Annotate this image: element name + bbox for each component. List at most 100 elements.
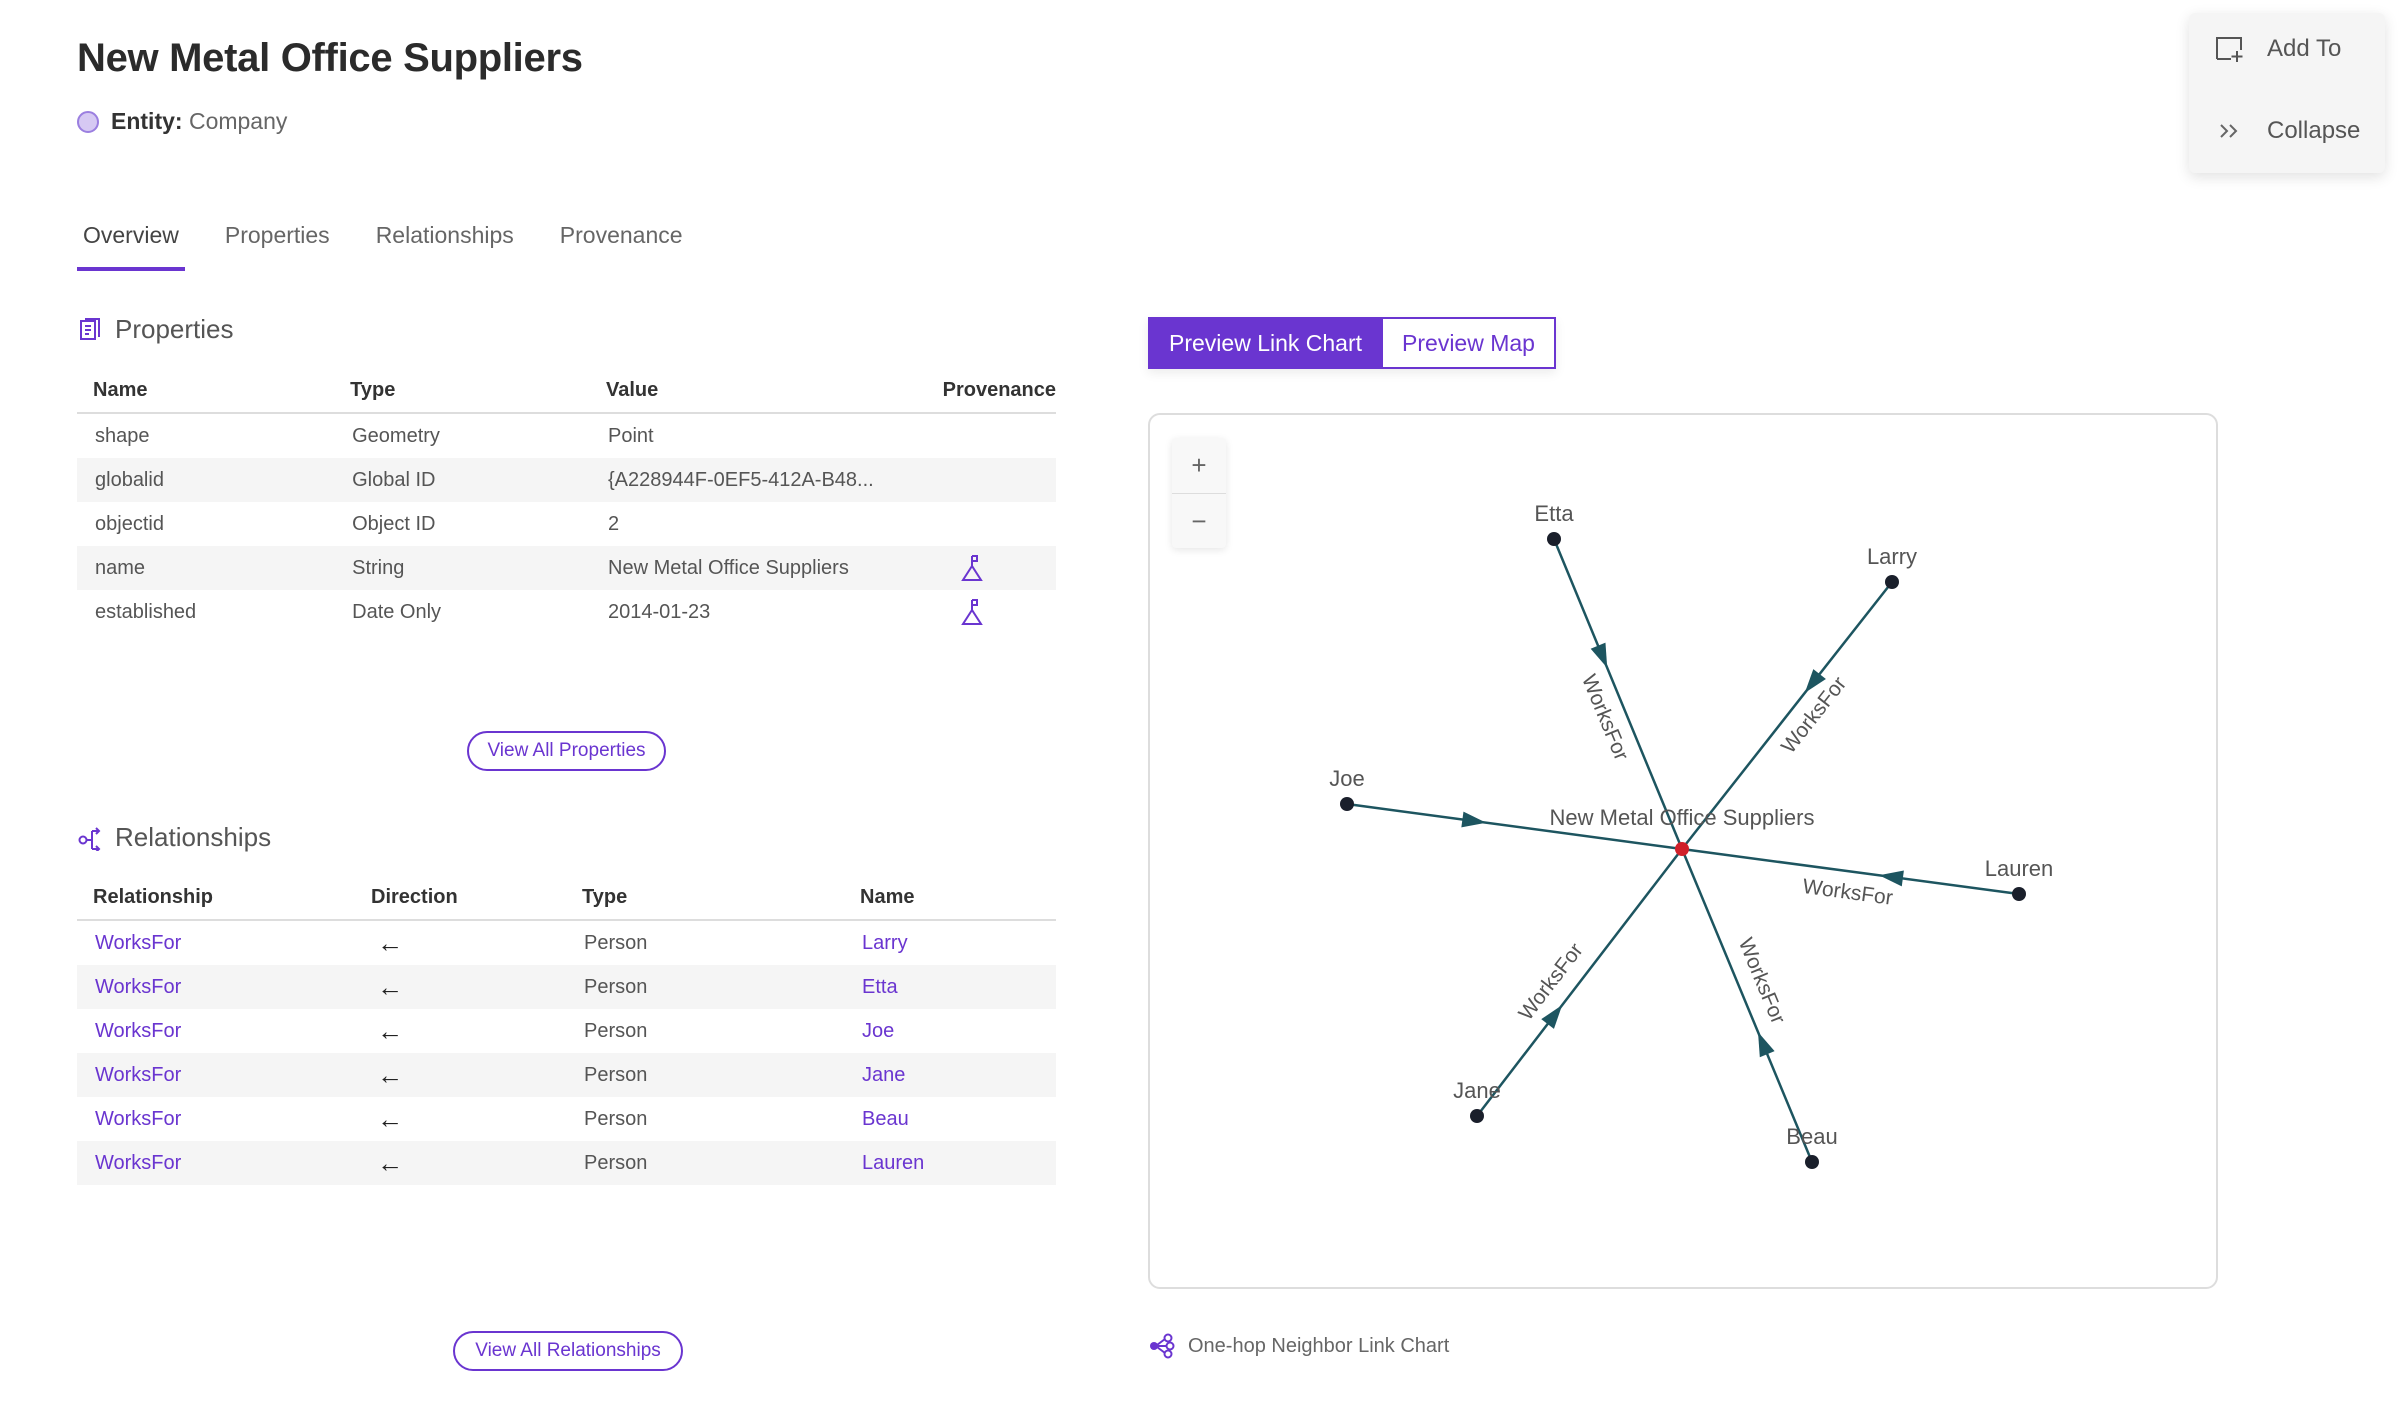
node-beau[interactable]: [1805, 1155, 1819, 1169]
relationship-type: Person: [584, 1019, 648, 1042]
tab-bar: Overview Properties Relationships Proven…: [77, 222, 723, 271]
property-row: shape Geometry Point: [77, 413, 1056, 458]
col-type: Type: [334, 368, 590, 414]
edge-beau[interactable]: [1680, 848, 1814, 1163]
node-center[interactable]: [1675, 842, 1689, 856]
col-type: Type: [566, 875, 844, 921]
property-type: Global ID: [334, 458, 590, 502]
property-type: String: [334, 546, 590, 590]
link-chart-caption: One-hop Neighbor Link Chart: [1148, 1332, 1449, 1360]
edge-lauren[interactable]: [1681, 847, 2020, 896]
properties-section-header: Properties: [77, 314, 234, 345]
property-provenance: [926, 546, 1056, 590]
relationship-relationship[interactable]: WorksFor: [77, 965, 355, 1009]
relationship-relationship[interactable]: WorksFor: [95, 931, 182, 954]
property-type: Date Only: [352, 600, 442, 623]
property-row: globalid Global ID {A228944F-0EF5-412A-B48…: [77, 458, 1056, 502]
relationship-relationship[interactable]: WorksFor: [95, 1019, 182, 1042]
relationship-row: WorksFor ← Person Beau: [77, 1097, 1056, 1141]
property-value: 2: [608, 512, 620, 535]
view-all-relationships-button[interactable]: View All Relationships: [453, 1331, 683, 1371]
edge-jane[interactable]: [1476, 848, 1683, 1117]
relationship-type: Person: [566, 1141, 844, 1185]
property-name: name: [77, 546, 335, 590]
properties-title: Properties: [115, 314, 234, 344]
relationship-direction: ←: [355, 1053, 566, 1097]
edge-arrow-lauren: [1879, 870, 1904, 887]
view-all-properties-button[interactable]: View All Properties: [467, 731, 666, 771]
edge-label: WorksFor: [1577, 671, 1633, 764]
relationship-name[interactable]: Jane: [844, 1053, 1056, 1097]
relationship-name[interactable]: Beau: [862, 1107, 909, 1130]
relationships-title: Relationships: [115, 822, 272, 852]
relationship-name[interactable]: Joe: [862, 1019, 895, 1042]
relationship-row: WorksFor ← Person Etta: [77, 965, 1056, 1009]
preview-toggle: Preview Link Chart Preview Map: [1148, 317, 1556, 369]
node-joe[interactable]: [1340, 797, 1354, 811]
edge-etta[interactable]: [1552, 538, 1684, 850]
relationship-name[interactable]: Lauren: [844, 1141, 1056, 1185]
add-to-button[interactable]: Add To: [2215, 35, 2341, 63]
link-chart-icon: [1150, 1333, 1175, 1359]
add-to-icon: [2216, 37, 2243, 62]
tab-relationships[interactable]: Relationships: [375, 222, 514, 248]
col-name: Name: [77, 368, 335, 414]
collapse-label: Collapse: [2267, 117, 2361, 144]
side-action-panel: Add To Collapse: [2189, 13, 2385, 173]
edge-joe[interactable]: [1346, 802, 1683, 851]
relationship-row: WorksFor ← Person Jane: [77, 1053, 1056, 1097]
node-etta[interactable]: [1547, 532, 1561, 546]
provenance-flag-icon[interactable]: [959, 598, 985, 626]
edge-arrow-larry: [1804, 669, 1826, 693]
property-row: established Date Only 2014-01-23: [77, 590, 1056, 634]
relationships-icon: [78, 826, 101, 851]
property-value: New Metal Office Suppliers: [590, 546, 927, 590]
relationships-section-header: Relationships: [77, 822, 271, 853]
property-type: Geometry: [352, 424, 440, 447]
property-row: name String New Metal Office Suppliers: [77, 546, 1056, 590]
preview-link-chart-button[interactable]: Preview Link Chart: [1148, 317, 1384, 369]
entity-label: Entity:: [111, 108, 183, 134]
relationship-row: WorksFor ← Person Lauren: [77, 1141, 1056, 1185]
node-lauren[interactable]: [2012, 887, 2026, 901]
property-value: {A228944F-0EF5-412A-B48...: [590, 458, 927, 502]
link-chart-canvas[interactable]: [1148, 413, 2218, 1289]
relationship-relationship[interactable]: WorksFor: [77, 1053, 355, 1097]
col-direction: Direction: [355, 875, 566, 921]
preview-map-button[interactable]: Preview Map: [1383, 317, 1556, 369]
zoom-out-button[interactable]: −: [1191, 506, 1207, 536]
relationship-relationship[interactable]: WorksFor: [77, 1141, 355, 1185]
entity-value: Company: [188, 108, 288, 134]
relationship-direction: ←: [377, 1103, 403, 1134]
zoom-in-button[interactable]: +: [1172, 438, 1226, 494]
edge-arrow-etta: [1590, 642, 1608, 668]
tab-overview[interactable]: Overview: [77, 222, 185, 271]
relationship-name[interactable]: Larry: [862, 931, 908, 954]
edge-larry[interactable]: [1681, 581, 1893, 850]
node-jane[interactable]: [1470, 1109, 1484, 1123]
property-type: Object ID: [352, 512, 436, 535]
relationship-direction: ←: [355, 965, 566, 1009]
entity-circle-icon: [77, 110, 99, 133]
relationship-relationship[interactable]: WorksFor: [95, 1107, 182, 1130]
collapse-button[interactable]: Collapse: [2215, 117, 2360, 145]
provenance-flag-icon[interactable]: [959, 554, 985, 582]
col-value: Value: [590, 368, 927, 414]
edge-label: WorksFor: [1801, 875, 1894, 910]
relationship-type: Person: [566, 1053, 844, 1097]
node-label-jane: Jane: [1453, 1078, 1501, 1103]
col-name: Name: [844, 875, 1056, 921]
caption-text: One-hop Neighbor Link Chart: [1188, 1334, 1450, 1357]
node-label-center: New Metal Office Suppliers: [1550, 805, 1815, 830]
relationship-name[interactable]: Etta: [844, 965, 1056, 1009]
node-label-lauren: Lauren: [1985, 856, 2054, 881]
node-label-larry: Larry: [1867, 544, 1917, 569]
page-title: New Metal Office Suppliers: [77, 36, 583, 80]
entity-type: Entity: Company: [77, 108, 287, 135]
property-name: globalid: [77, 458, 335, 502]
tab-provenance[interactable]: Provenance: [559, 222, 683, 248]
node-larry[interactable]: [1885, 575, 1899, 589]
edge-arrow-beau: [1757, 1031, 1775, 1058]
tab-properties[interactable]: Properties: [224, 222, 330, 248]
